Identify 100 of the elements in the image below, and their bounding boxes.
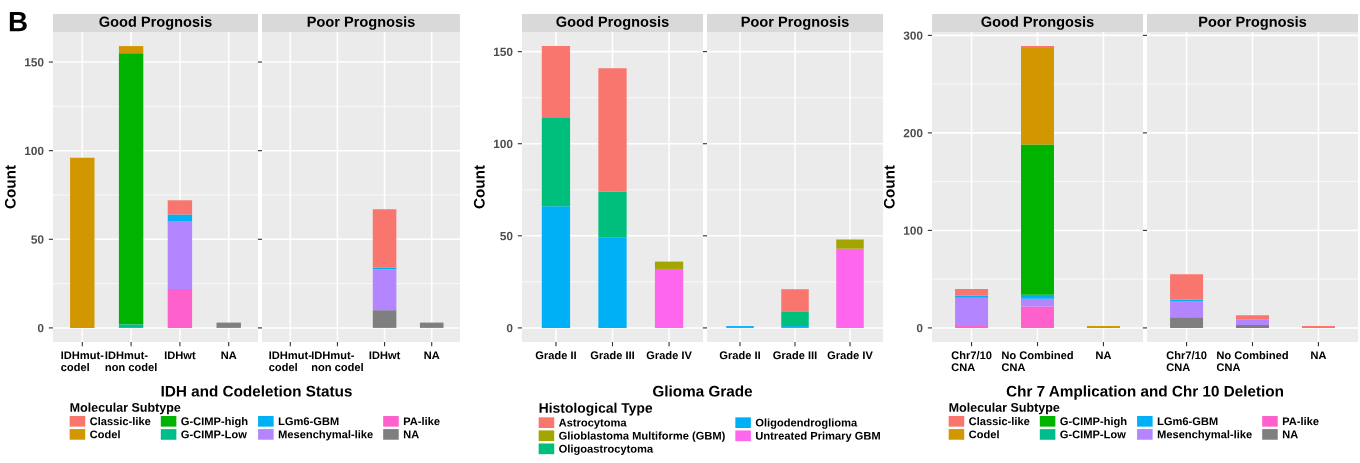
bar xyxy=(541,117,571,207)
legend-label: PA-like xyxy=(403,417,440,426)
x-tick-label: IDHmut- codel xyxy=(61,351,104,372)
y-axis-title: Count xyxy=(473,165,485,209)
bar xyxy=(541,206,571,328)
bar xyxy=(372,209,397,268)
chart-title: Poor Prognosis xyxy=(307,16,415,30)
y-tick-label: 0 xyxy=(37,323,44,333)
x-tick-label: IDHwt xyxy=(369,351,401,360)
bar xyxy=(1021,306,1054,328)
bar xyxy=(1170,301,1204,318)
x-tick-label: Grade III xyxy=(590,351,634,360)
legend-label: G-CIMP-high xyxy=(1060,417,1127,428)
bar xyxy=(781,289,809,312)
y-axis-title: Count xyxy=(883,165,895,209)
y-tick-label: 100 xyxy=(25,146,44,156)
x-tick-label: NA xyxy=(221,351,237,360)
bar xyxy=(167,200,193,215)
y-tick-label: 0 xyxy=(916,323,923,333)
legend-label: LGm6-GBM xyxy=(1157,417,1218,426)
legend-label: Untreated Primary GBM xyxy=(755,431,880,442)
bar xyxy=(167,288,193,328)
bar xyxy=(781,311,809,327)
bar xyxy=(419,322,444,328)
x-axis-title: Glioma Grade xyxy=(653,385,753,397)
x-tick-label: Chr7/10 CNA xyxy=(951,351,992,372)
bar xyxy=(372,310,397,328)
legend-label: G-CIMP-Low xyxy=(181,430,247,439)
legend-title: Molecular Subtype xyxy=(70,402,181,415)
bar xyxy=(118,324,144,328)
x-tick-label: Grade II xyxy=(719,351,760,360)
bar xyxy=(70,157,95,328)
bar xyxy=(1021,298,1054,307)
y-tick-label: 150 xyxy=(25,58,44,67)
y-tick-label: 0 xyxy=(506,323,513,333)
chart-title: Good Prognosis xyxy=(556,16,669,30)
bar xyxy=(598,237,627,328)
bar xyxy=(541,46,571,118)
legend-label: NA xyxy=(403,430,419,439)
legend-label: Oligoastrocytoma xyxy=(559,444,654,455)
bar xyxy=(1021,144,1054,295)
bar xyxy=(118,46,144,54)
x-axis-title: Chr 7 Amplication and Chr 10 Deletion xyxy=(1006,385,1283,400)
legend-label: Codel xyxy=(90,430,120,439)
bar xyxy=(1021,48,1054,145)
x-tick-label: NA xyxy=(1311,351,1327,360)
y-tick-label: 150 xyxy=(494,47,513,57)
legend-label: Astrocytoma xyxy=(558,418,627,429)
y-axis-title: Count xyxy=(4,165,16,209)
bar xyxy=(118,53,144,325)
legend-label: G-CIMP-high xyxy=(181,417,248,428)
bar xyxy=(216,322,241,328)
x-tick-label: IDHmut- codel xyxy=(269,351,312,372)
y-tick-label: 50 xyxy=(500,231,513,241)
legend-label: Codel xyxy=(969,430,999,439)
bar xyxy=(1170,317,1204,328)
legend-title: Molecular Subtype xyxy=(949,402,1060,415)
bar xyxy=(1021,294,1054,299)
bar xyxy=(955,288,989,296)
text: B xyxy=(9,12,27,32)
legend-label: G-CIMP-Low xyxy=(1060,430,1126,439)
x-tick-label: Grade II xyxy=(535,351,576,360)
bar xyxy=(1236,324,1269,328)
bar xyxy=(167,221,193,289)
x-tick-label: IDHmut- non codel xyxy=(105,351,157,372)
bar xyxy=(955,297,989,326)
bar xyxy=(836,239,864,249)
bar xyxy=(654,261,684,269)
y-tick-label: 200 xyxy=(903,128,923,138)
x-tick-label: Chr7/10 CNA xyxy=(1166,351,1207,372)
x-tick-label: No Combined CNA xyxy=(1216,351,1288,372)
x-tick-label: Grade III xyxy=(773,351,817,360)
y-tick-label: 50 xyxy=(31,235,44,244)
legend-label: Glioblastoma Multiforme (GBM) xyxy=(559,431,725,442)
x-tick-label: IDHmut- non codel xyxy=(311,351,363,372)
bar xyxy=(1170,274,1204,300)
bar xyxy=(836,248,864,328)
bar xyxy=(372,269,397,311)
legend-label: Mesenchymal-like xyxy=(1157,430,1252,441)
bar xyxy=(598,191,627,238)
legend-label: Mesenchymal-like xyxy=(278,430,373,441)
bar xyxy=(598,68,627,192)
x-tick-label: NA xyxy=(1096,351,1112,360)
bar xyxy=(1236,315,1269,320)
legend-label: Classic-like xyxy=(90,417,151,426)
legend-label: PA-like xyxy=(1282,417,1319,426)
chart-title: Poor Prognosis xyxy=(741,16,849,30)
y-tick-label: 100 xyxy=(494,139,513,149)
x-tick-label: NA xyxy=(424,351,440,360)
x-tick-label: IDHwt xyxy=(164,351,196,360)
legend-title: Histological Type xyxy=(539,402,653,416)
bar xyxy=(654,268,684,328)
bar xyxy=(167,214,193,222)
x-tick-label: Grade IV xyxy=(646,351,692,360)
chart-title: Good Prognosis xyxy=(99,16,212,30)
legend-label: Classic-like xyxy=(969,417,1030,426)
chart-title: Good Prongosis xyxy=(981,16,1094,30)
bar xyxy=(1236,319,1269,325)
legend-label: NA xyxy=(1282,430,1298,439)
legend-label: Oligodendroglioma xyxy=(755,418,858,429)
